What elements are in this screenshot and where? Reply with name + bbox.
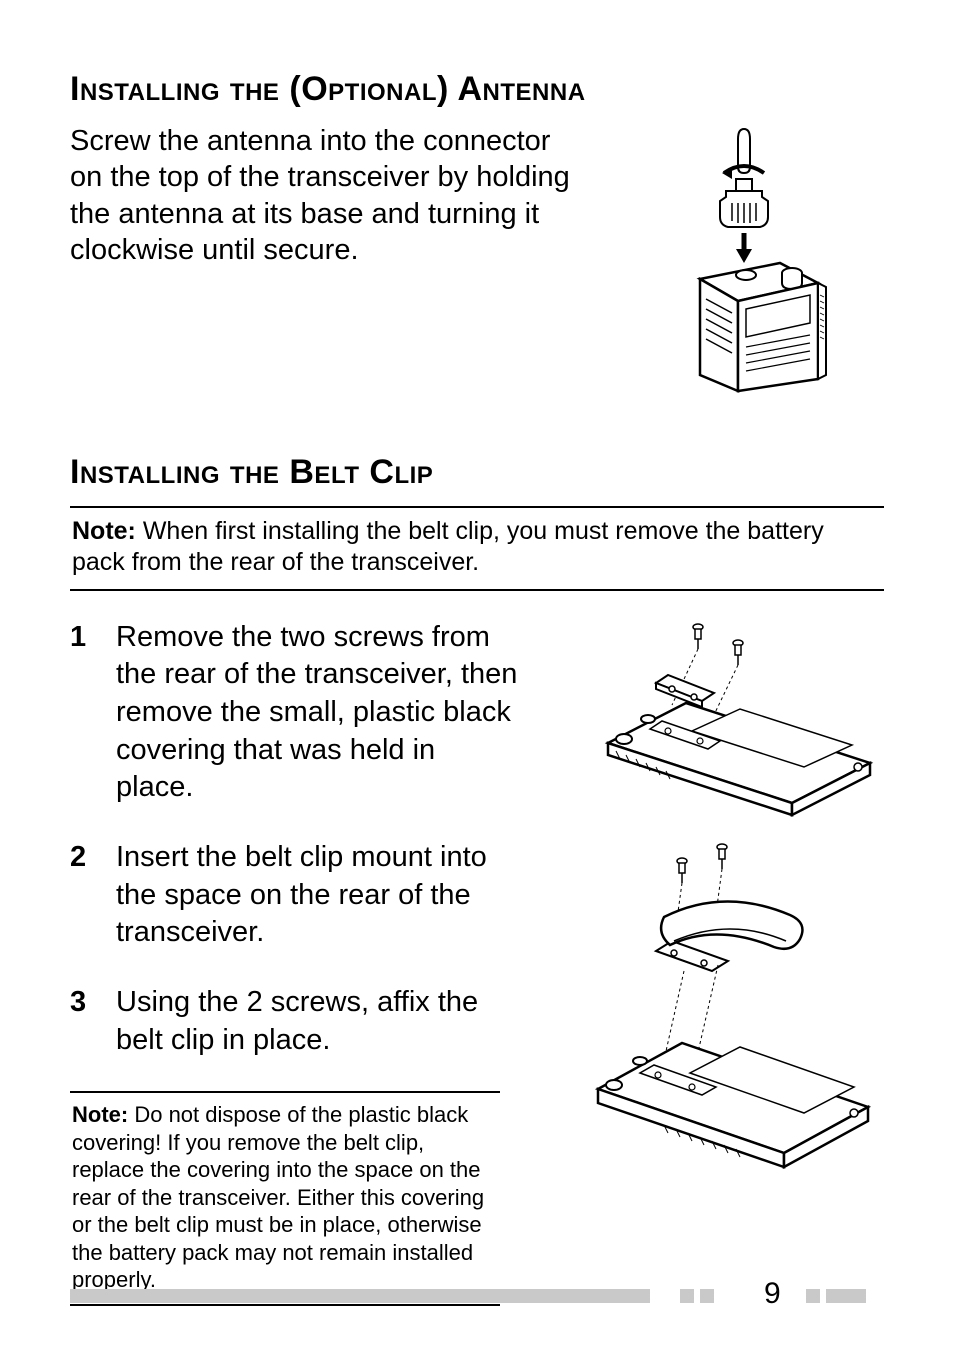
- section1-row: Screw the antenna into the connector on …: [70, 123, 884, 393]
- step-1: 1 Remove the two screws from the rear of…: [70, 619, 520, 807]
- footer-square-4: [826, 1289, 866, 1303]
- note2-text: Do not dispose of the plastic black cove…: [72, 1102, 484, 1292]
- figures-column: [550, 619, 884, 1177]
- steps-area: 1 Remove the two screws from the rear of…: [70, 619, 884, 1334]
- figure-install-clip: [552, 837, 882, 1177]
- heading-antenna: Installing the (Optional) Antenna: [70, 70, 884, 109]
- note1-label: Note:: [72, 517, 136, 545]
- note1-text: When first installing the belt clip, you…: [72, 517, 824, 576]
- steps-column: 1 Remove the two screws from the rear of…: [70, 619, 520, 1334]
- note2-label: Note:: [72, 1102, 128, 1127]
- footer-square-2: [700, 1289, 714, 1303]
- page-content: Installing the (Optional) Antenna Screw …: [0, 0, 954, 1334]
- step-2-text: Insert the belt clip mount into the spac…: [116, 839, 520, 952]
- figure-remove-cover: [552, 619, 882, 819]
- step-1-text: Remove the two screws from the rear of t…: [116, 619, 520, 807]
- footer-bar: [70, 1289, 650, 1303]
- note-box-1: Note: When first installing the belt cli…: [70, 506, 884, 591]
- antenna-body-text: Screw the antenna into the connector on …: [70, 123, 574, 268]
- note-box-2: Note: Do not dispose of the plastic blac…: [70, 1091, 500, 1306]
- step-3: 3 Using the 2 screws, affix the belt cli…: [70, 984, 520, 1059]
- figure-antenna: [604, 123, 884, 393]
- step-2-num: 2: [70, 839, 94, 952]
- step-2: 2 Insert the belt clip mount into the sp…: [70, 839, 520, 952]
- page-footer: 9: [0, 1281, 954, 1305]
- step-1-num: 1: [70, 619, 94, 807]
- step-3-num: 3: [70, 984, 94, 1059]
- heading-beltclip: Installing the Belt Clip: [70, 453, 884, 492]
- page-number: 9: [764, 1277, 781, 1311]
- footer-square-3: [806, 1289, 820, 1303]
- footer-square-1: [680, 1289, 694, 1303]
- step-3-text: Using the 2 screws, affix the belt clip …: [116, 984, 520, 1059]
